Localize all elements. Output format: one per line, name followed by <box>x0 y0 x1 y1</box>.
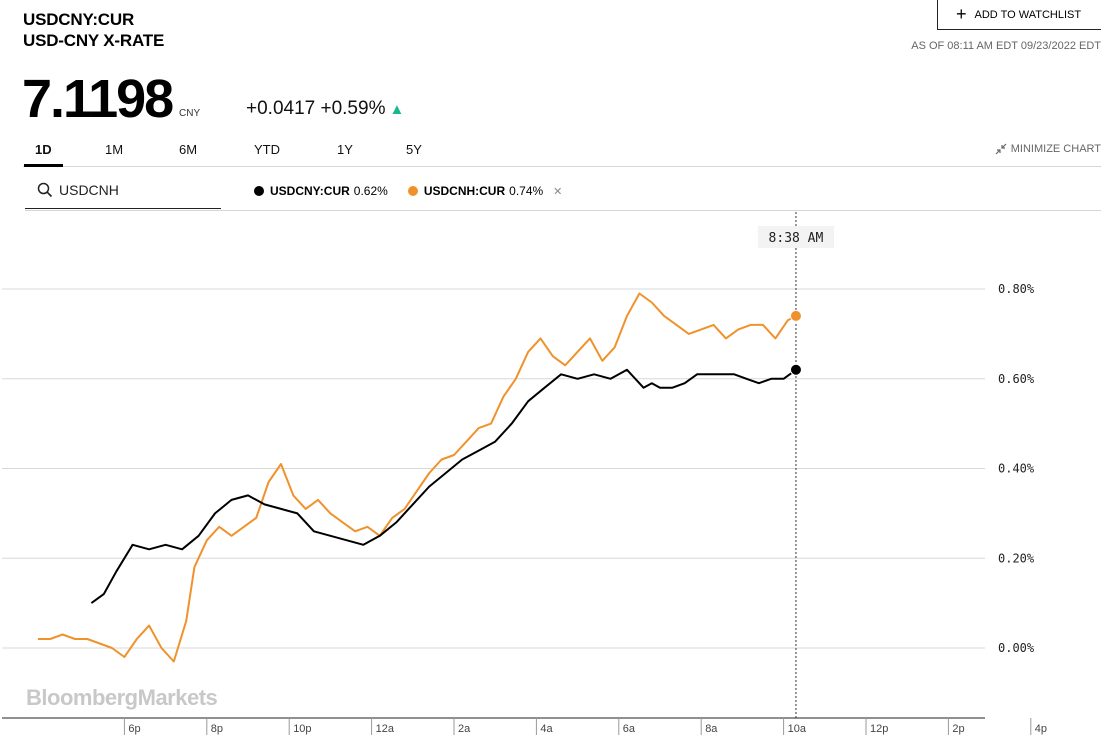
tab-6m[interactable]: 6M <box>179 142 198 157</box>
compare-search <box>25 172 221 209</box>
y-tick-label: 0.40% <box>998 462 1035 476</box>
ticker-symbol: USDCNY:CUR <box>23 10 135 29</box>
tab-ytd[interactable]: YTD <box>254 142 280 157</box>
y-tick-label: 0.80% <box>998 282 1035 296</box>
bloomberg-markets-logo: BloombergMarkets <box>26 685 218 710</box>
y-tick-label: 0.00% <box>998 641 1035 655</box>
minimize-chart-label: MINIMIZE CHART <box>1010 143 1101 155</box>
legend-series-value: 0.74% <box>509 184 544 198</box>
price-change: +0.0417 +0.59% ▲ <box>246 98 404 120</box>
legend-item-usdcny: USDCNY:CUR 0.62% <box>254 184 388 198</box>
chart-legend: USDCNY:CUR 0.62% USDCNH:CUR 0.74% ✕ <box>254 184 582 198</box>
crosshair-label-box <box>757 226 834 248</box>
x-tick-label: 6a <box>623 723 636 735</box>
search-icon <box>37 182 53 198</box>
x-tick-label: 2p <box>952 723 964 735</box>
usdcny-end-marker <box>789 363 802 376</box>
x-tick-label: 4p <box>1035 723 1047 735</box>
x-tick-label: 8p <box>211 723 223 735</box>
x-tick-label: 8a <box>705 723 718 735</box>
currency-label: CNY <box>179 108 201 119</box>
tab-1y[interactable]: 1Y <box>337 142 353 157</box>
add-to-watchlist-label: ADD TO WATCHLIST <box>974 8 1082 21</box>
instrument-name: USD-CNY X-RATE <box>23 31 165 50</box>
plus-icon: + <box>956 3 967 24</box>
x-tick-label: 12a <box>376 723 395 735</box>
compare-search-input[interactable] <box>59 182 209 198</box>
x-tick-label: 6p <box>128 723 140 735</box>
usdcnh-series-line <box>37 292 797 663</box>
price-change-value: +0.0417 +0.59% <box>246 98 386 119</box>
legend-dot-icon <box>407 186 418 196</box>
x-tick-label: 2a <box>458 723 471 735</box>
minimize-icon <box>995 143 1007 155</box>
add-to-watchlist-button[interactable]: + ADD TO WATCHLIST <box>937 0 1101 30</box>
remove-series-close-icon[interactable]: ✕ <box>553 185 563 198</box>
x-tick-label: 4a <box>540 723 553 735</box>
x-tick-label: 10p <box>293 723 311 735</box>
chart-divider <box>25 210 1101 211</box>
current-price: 7.1198 <box>22 69 174 129</box>
x-tick-label: 10a <box>788 723 807 735</box>
usdcny-series-line <box>90 368 797 604</box>
legend-series-value: 0.62% <box>353 184 388 198</box>
y-tick-label: 0.60% <box>998 372 1035 386</box>
range-tabs: 1D 1M 6M YTD 1Y 5Y <box>23 134 1101 167</box>
crosshair-time-label: 8:38 AM <box>769 231 824 246</box>
as-of-timestamp: AS OF 08:11 AM EDT 09/23/2022 EDT <box>911 40 1101 52</box>
tab-1d[interactable]: 1D <box>24 142 63 167</box>
x-tick-label: 12p <box>870 723 888 735</box>
legend-item-usdcnh: USDCNH:CUR 0.74% ✕ <box>407 184 563 198</box>
legend-dot-icon <box>254 186 264 196</box>
usdcnh-end-marker <box>789 309 802 322</box>
tab-1m[interactable]: 1M <box>105 142 124 157</box>
legend-series-name: USDCNH:CUR <box>423 184 506 198</box>
minimize-chart-button[interactable]: MINIMIZE CHART <box>995 143 1101 155</box>
legend-series-name: USDCNY:CUR <box>270 184 350 198</box>
tab-5y[interactable]: 5Y <box>406 142 422 157</box>
y-tick-label: 0.20% <box>998 551 1035 565</box>
triangle-up-icon: ▲ <box>389 101 405 118</box>
